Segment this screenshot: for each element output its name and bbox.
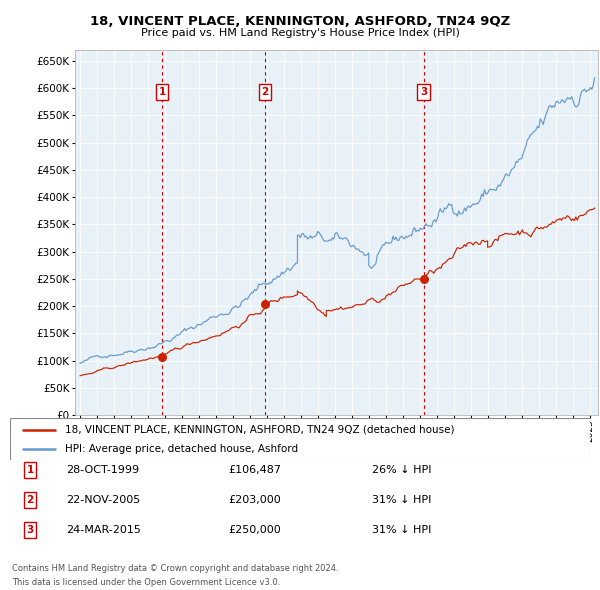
Text: 3: 3	[420, 87, 427, 97]
Text: 24-MAR-2015: 24-MAR-2015	[66, 525, 141, 535]
Point	[157, 352, 167, 362]
Text: £250,000: £250,000	[228, 525, 281, 535]
Text: 18, VINCENT PLACE, KENNINGTON, ASHFORD, TN24 9QZ (detached house): 18, VINCENT PLACE, KENNINGTON, ASHFORD, …	[65, 425, 455, 435]
Text: 2: 2	[262, 87, 269, 97]
Text: 26% ↓ HPI: 26% ↓ HPI	[372, 465, 431, 475]
Text: Price paid vs. HM Land Registry's House Price Index (HPI): Price paid vs. HM Land Registry's House …	[140, 28, 460, 38]
Text: 3: 3	[26, 525, 34, 535]
Text: 1: 1	[158, 87, 166, 97]
Text: 31% ↓ HPI: 31% ↓ HPI	[372, 495, 431, 505]
Point	[260, 300, 270, 309]
Text: HPI: Average price, detached house, Ashford: HPI: Average price, detached house, Ashf…	[65, 444, 298, 454]
Text: Contains HM Land Registry data © Crown copyright and database right 2024.: Contains HM Land Registry data © Crown c…	[12, 565, 338, 573]
Text: 2: 2	[26, 495, 34, 505]
Point	[419, 274, 428, 284]
Text: 1: 1	[26, 465, 34, 475]
Text: 22-NOV-2005: 22-NOV-2005	[66, 495, 140, 505]
Text: £106,487: £106,487	[228, 465, 281, 475]
Text: 28-OCT-1999: 28-OCT-1999	[66, 465, 139, 475]
Text: 18, VINCENT PLACE, KENNINGTON, ASHFORD, TN24 9QZ: 18, VINCENT PLACE, KENNINGTON, ASHFORD, …	[90, 15, 510, 28]
Text: £203,000: £203,000	[228, 495, 281, 505]
Text: 31% ↓ HPI: 31% ↓ HPI	[372, 525, 431, 535]
Text: This data is licensed under the Open Government Licence v3.0.: This data is licensed under the Open Gov…	[12, 578, 280, 587]
